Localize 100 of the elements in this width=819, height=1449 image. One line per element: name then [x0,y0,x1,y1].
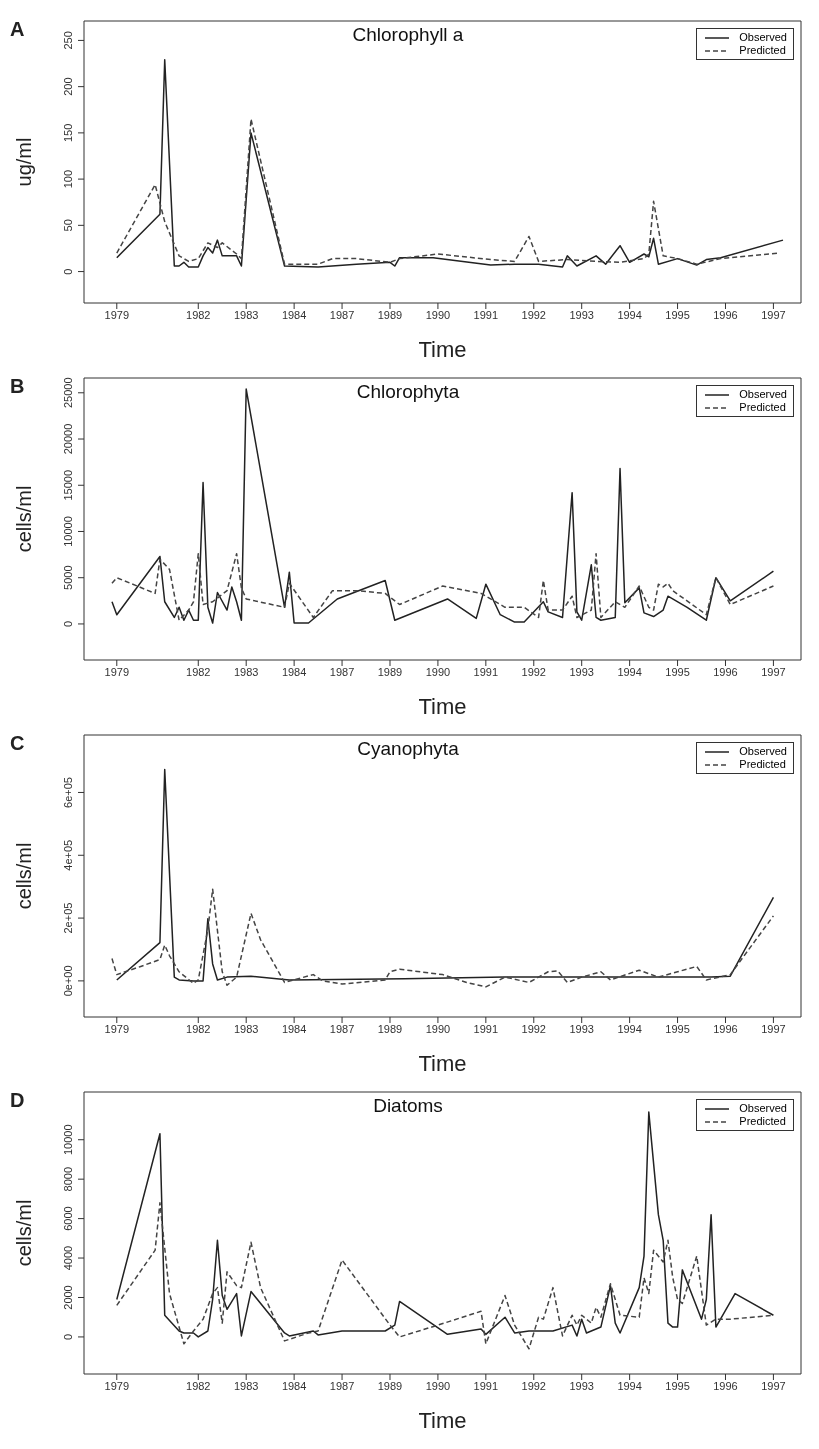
y-axis-title: ug/ml [13,137,36,187]
x-tick-label: 1982 [186,1379,211,1392]
x-tick-label: 1990 [425,308,451,321]
legend-label: Predicted [739,401,786,414]
y-tick-label: 10000 [62,1124,74,1156]
y-tick-label: 250 [62,31,74,50]
legend-label: Predicted [739,758,786,771]
y-tick-label: 0e+00 [62,965,74,997]
x-tick-label: 1991 [473,1022,499,1035]
y-tick-label: 15000 [62,469,74,501]
x-axis-title: Time [418,1408,467,1433]
x-tick-label: 1995 [665,1022,690,1035]
x-tick-label: 1997 [761,1022,786,1035]
x-tick-label: 1997 [761,308,786,321]
x-axis-title: Time [418,694,467,719]
x-tick-label: 1984 [281,1379,307,1392]
y-tick-label: 0 [62,620,74,627]
legend-label: Predicted [739,1115,786,1128]
x-tick-label: 1989 [377,665,403,678]
x-tick-label: 1992 [521,308,547,321]
x-tick-label: 1983 [233,308,259,321]
x-tick-label: 1979 [104,1022,130,1035]
x-tick-label: 1996 [713,308,738,321]
x-tick-label: 1995 [665,1379,690,1392]
y-tick-label: 0 [62,268,74,275]
y-tick-label: 200 [62,77,74,96]
x-tick-label: 1996 [713,1022,738,1035]
x-tick-label: 1987 [329,1379,355,1392]
chart-title: Chlorophyll a [352,24,464,45]
legend-label: Observed [739,388,787,401]
x-tick-label: 1991 [473,1379,499,1392]
x-tick-label: 1987 [329,1022,355,1035]
x-tick-label: 1994 [617,1379,642,1392]
x-tick-label: 1993 [569,1022,594,1035]
x-tick-label: 1992 [521,1022,547,1035]
chart-title: Chlorophyta [356,381,460,402]
y-tick-label: 4e+05 [62,839,74,871]
x-tick-label: 1982 [186,308,211,321]
y-tick-label: 25000 [62,377,74,409]
x-tick-label: 1979 [104,308,130,321]
x-tick-label: 1989 [377,1379,403,1392]
legend-label: Observed [739,1102,787,1115]
y-tick-label: 100 [62,169,74,189]
y-axis-title: cells/ml [13,1199,36,1267]
text: C [10,732,25,755]
x-tick-label: 1994 [617,1022,642,1035]
x-tick-label: 1993 [569,665,594,678]
x-tick-label: 1997 [761,665,786,678]
y-tick-label: 2000 [62,1285,74,1310]
line-series [111,888,775,988]
y-axis-title: cells/ml [13,485,36,553]
y-tick-label: 2e+05 [62,902,74,934]
x-tick-label: 1992 [521,1379,547,1392]
text: D [10,1089,25,1112]
x-tick-label: 1983 [233,1379,259,1392]
x-tick-label: 1983 [233,665,259,678]
x-tick-label: 1979 [104,1379,130,1392]
x-tick-label: 1987 [329,665,355,678]
x-tick-label: 1989 [377,1022,403,1035]
x-tick-label: 1996 [713,665,738,678]
y-tick-label: 8000 [62,1166,74,1192]
x-axis-title: Time [418,1051,467,1076]
x-tick-label: 1982 [186,1022,211,1035]
y-tick-label: 10000 [62,516,74,547]
legend-label: Predicted [739,44,786,57]
y-tick-label: 6e+05 [62,777,74,808]
x-tick-label: 1995 [665,665,690,678]
text: A [10,18,25,41]
line-series [116,118,779,265]
x-tick-label: 1987 [329,308,355,321]
legend-label: Observed [739,31,787,44]
y-axis-title: cells/ml [13,842,36,910]
x-tick-label: 1995 [665,308,690,321]
x-tick-label: 1983 [233,1022,259,1035]
x-tick-label: 1984 [281,665,307,678]
x-tick-label: 1991 [473,665,499,678]
x-tick-label: 1982 [186,665,211,678]
y-tick-label: 4000 [62,1245,74,1271]
chart-title: Diatoms [373,1095,443,1116]
x-tick-label: 1992 [521,665,547,678]
line-series [116,59,784,268]
line-series [116,768,775,982]
x-tick-label: 1979 [104,665,130,678]
y-tick-label: 0 [62,1333,74,1340]
y-tick-label: 6000 [62,1206,74,1231]
y-tick-label: 50 [62,219,74,232]
x-tick-label: 1990 [425,1379,451,1392]
x-tick-label: 1989 [377,308,403,321]
x-tick-label: 1994 [617,308,642,321]
legend-label: Observed [739,745,787,758]
x-axis-title: Time [418,337,467,362]
x-tick-label: 1990 [425,1022,451,1035]
y-tick-label: 20000 [62,423,74,455]
x-tick-label: 1990 [425,665,451,678]
x-tick-label: 1997 [761,1379,786,1392]
x-tick-label: 1984 [281,1022,307,1035]
x-tick-label: 1993 [569,308,594,321]
x-tick-label: 1984 [281,308,307,321]
text: B [10,375,25,398]
y-tick-label: 5000 [62,565,74,590]
